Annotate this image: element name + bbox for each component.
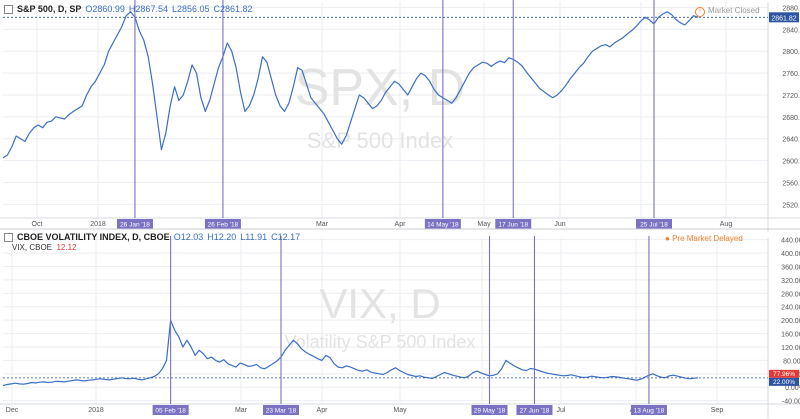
vix-event-marker-tag <box>630 405 667 415</box>
vix-event-marker-label: 13 Aug '18 <box>634 408 665 415</box>
spx-event-marker-label: 25 Jul '18 <box>640 222 668 229</box>
vix-last-tag-down <box>769 377 799 386</box>
spx-y-tick-label: 2880.00 <box>782 5 800 12</box>
bottom-market-status: ● Pre Market Delayed <box>665 234 743 243</box>
vix-y-tick-label: 0.00% <box>785 385 800 392</box>
vix-x-tick-label: Apr <box>317 407 329 414</box>
spx-event-marker-tag <box>636 219 673 229</box>
vix-x-tick-label: May <box>393 407 407 414</box>
top-status-label: Market Closed <box>708 6 760 15</box>
bottom-sub-legend: VIX, CBOE 12.12 <box>12 243 77 252</box>
vix-event-marker-label: 29 May '18 <box>474 408 506 415</box>
spx-x-tick-label: Oct <box>32 221 43 228</box>
vix-x-tick-label: Mar <box>235 407 248 414</box>
vix-y-tick-label: 320.00% <box>781 278 800 285</box>
spx-last-price-tag <box>769 12 799 23</box>
vix-last-tag-up-label: 77.96% <box>773 371 795 378</box>
spx-y-tick-label: 2640.00 <box>782 137 800 144</box>
spx-watermark-title: SPX, D <box>295 59 466 117</box>
vix-last-tag-up <box>769 369 799 378</box>
top-legend-toggle[interactable] <box>4 4 13 14</box>
status-dot-icon: ● <box>665 234 670 243</box>
vix-y-tick-label: -40.00% <box>782 399 800 406</box>
vix-event-marker-label: 23 Mar '18 <box>266 408 297 415</box>
top-high: H2867.54 <box>128 4 168 14</box>
vix-y-tick-label: 120.00% <box>781 345 800 352</box>
spx-event-marker-label: 26 Feb '18 <box>208 222 239 229</box>
spx-last-price-label: 2861.82 <box>771 15 796 22</box>
spx-event-marker-tag <box>495 219 532 229</box>
vix-series-line <box>2 319 699 387</box>
spx-x-tick-label: Jun <box>554 221 565 228</box>
vix-last-tag-down-label: 22.00% <box>773 379 795 386</box>
spx-x-tick-label: 2018 <box>90 221 106 228</box>
spx-x-tick-label: Aug <box>720 221 733 228</box>
spx-event-marker-label: 17 Jun '18 <box>498 222 528 229</box>
vix-event-marker-tag <box>471 405 508 415</box>
spx-y-tick-label: 2720.00 <box>782 93 800 100</box>
vix-y-tick-label: 440.00% <box>781 238 800 245</box>
top-market-status: ! Market Closed <box>695 6 760 17</box>
top-open: O2860.99 <box>85 4 125 14</box>
vix-x-tick-label: 2018 <box>88 407 104 414</box>
vix-y-tick-label: 360.00% <box>781 265 800 272</box>
vix-x-tick-label: Jul <box>557 407 566 414</box>
spx-x-tick-label: Apr <box>395 221 407 228</box>
bottom-legend: CBOE VOLATILITY INDEX, D, CBOE O12.03 H1… <box>4 232 300 242</box>
spx-y-tick-label: 2560.00 <box>782 180 800 187</box>
bottom-sub-value: 12.12 <box>56 243 77 252</box>
spx-y-tick-label: 2520.00 <box>782 202 800 209</box>
vix-y-tick-label: 400.00% <box>781 251 800 258</box>
vix-event-marker-label: 05 Feb '18 <box>155 408 186 415</box>
spx-y-tick-label: 2600.00 <box>782 159 800 166</box>
bottom-open: O12.03 <box>173 232 204 242</box>
spx-y-tick-label: 2800.00 <box>782 49 800 56</box>
bottom-subtitle: VIX, CBOE <box>12 243 53 252</box>
top-close: C2861.82 <box>213 4 253 14</box>
spx-y-tick-label: 2680.00 <box>782 115 800 122</box>
bottom-low: L11.91 <box>240 232 268 242</box>
bottom-status-label: Pre Market Delayed <box>672 234 743 243</box>
spx-event-marker-tag <box>424 219 461 229</box>
spx-event-marker-label: 14 May '18 <box>427 222 459 229</box>
spx-event-marker-label: 26 Jan '18 <box>120 222 150 229</box>
bottom-symbol: CBOE VOLATILITY INDEX, D, CBOE <box>17 232 170 242</box>
spx-watermark-subtitle: S&P 500 Index <box>307 128 453 153</box>
spx-x-tick-label: May <box>477 221 491 228</box>
vix-event-marker-tag <box>516 405 553 415</box>
vix-event-marker-label: 27 Jun '18 <box>520 408 550 415</box>
vix-x-tick-label: Sep <box>711 407 724 414</box>
vix-watermark-title: VIX, D <box>319 280 440 327</box>
vix-watermark-subtitle: Volatility S&P 500 Index <box>285 332 476 352</box>
vix-event-marker-tag <box>263 405 299 415</box>
vix-y-tick-label: 240.00% <box>781 305 800 312</box>
vix-event-marker-tag <box>152 405 189 415</box>
bottom-legend-toggle[interactable] <box>4 232 13 242</box>
vix-y-tick-label: 200.00% <box>781 318 800 325</box>
vix-x-tick-label: Dec <box>6 407 19 414</box>
vix-y-tick-label: 160.00% <box>781 332 800 339</box>
spx-series-line <box>2 11 699 159</box>
top-symbol: S&P 500, D, SP <box>17 4 82 14</box>
vix-y-tick-label: 280.00% <box>781 291 800 298</box>
top-legend: S&P 500, D, SP O2860.99 H2867.54 L2856.0… <box>4 4 253 14</box>
bottom-close: C12.17 <box>271 232 301 242</box>
spx-x-tick-label: Mar <box>316 221 329 228</box>
bottom-high: H12.20 <box>207 232 237 242</box>
clock-icon: ! <box>695 7 705 17</box>
spx-event-marker-tag <box>116 219 153 229</box>
top-low: L2856.05 <box>171 4 210 14</box>
vix-y-tick-label: 80.00% <box>783 358 800 365</box>
spx-y-tick-label: 2840.00 <box>782 27 800 34</box>
spx-y-tick-label: 2760.00 <box>782 71 800 78</box>
spx-event-marker-tag <box>204 219 241 229</box>
